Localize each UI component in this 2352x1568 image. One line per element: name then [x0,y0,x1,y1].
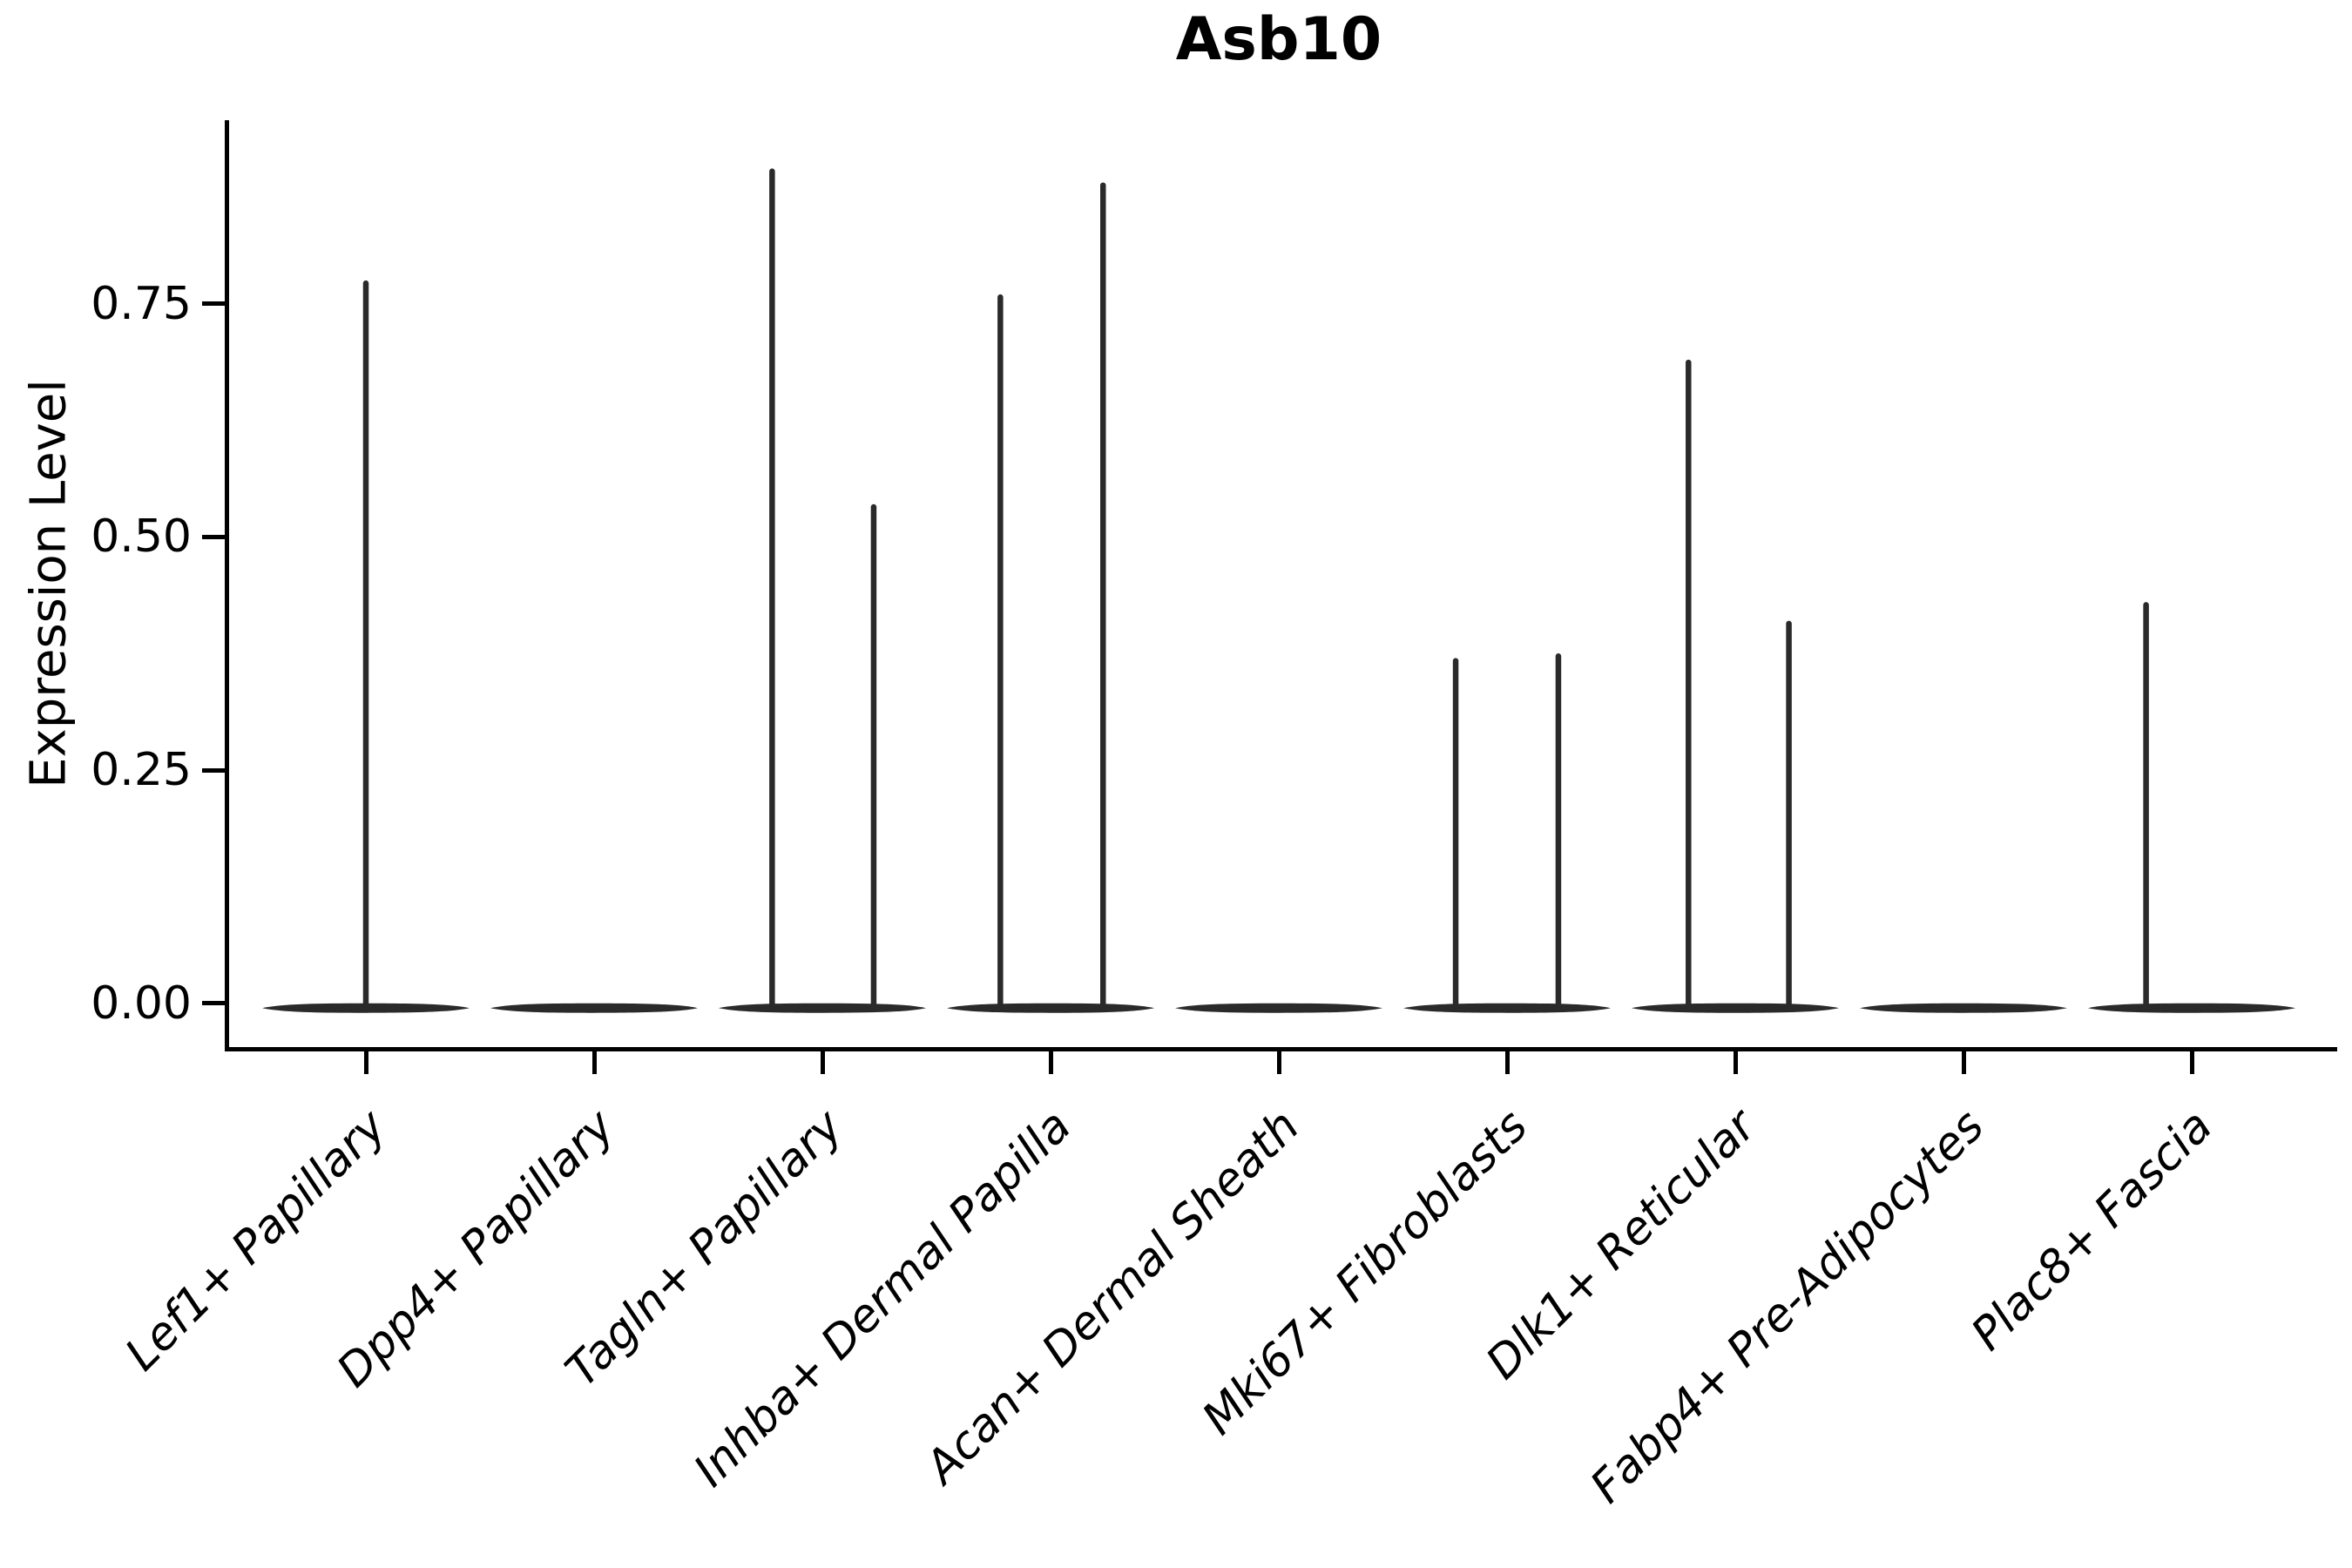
violin [1175,1003,1382,1013]
y-tick-mark [202,767,225,773]
chart-title: Asb10 [1175,5,1382,74]
violin [1632,359,1839,1013]
violin-body [719,1003,926,1013]
y-tick-mark [202,534,225,539]
x-tick-mark [1961,1051,1966,1074]
violin [719,168,926,1013]
violin-body [490,1003,698,1013]
violin [262,280,470,1013]
violin [947,182,1154,1013]
x-tick-mark [591,1051,597,1074]
x-tick-mark [2189,1051,2194,1074]
plot-area [225,120,2337,1051]
y-tick-label: 0.00 [91,977,192,1030]
violin-body [262,1003,470,1013]
violin-body [2088,1003,2295,1013]
violin [2088,602,2295,1013]
x-tick-mark [1504,1051,1510,1074]
violin-body [1175,1003,1382,1013]
y-tick-label: 0.50 [91,510,192,564]
violin-body [1632,1003,1839,1013]
y-tick-label: 0.25 [91,744,192,797]
x-tick-mark [1733,1051,1738,1074]
x-tick-mark [1048,1051,1053,1074]
y-tick-label: 0.75 [91,277,192,330]
violin [490,1003,698,1013]
violin [1403,653,1611,1013]
x-tick-mark [1276,1051,1281,1074]
x-tick-mark [363,1051,368,1074]
violin-body [1403,1003,1611,1013]
violin-body [1860,1003,2067,1013]
violin [1860,1003,2067,1013]
violin-body [947,1003,1154,1013]
x-tick-mark [820,1051,825,1074]
y-tick-mark [202,301,225,307]
y-tick-mark [202,1001,225,1006]
